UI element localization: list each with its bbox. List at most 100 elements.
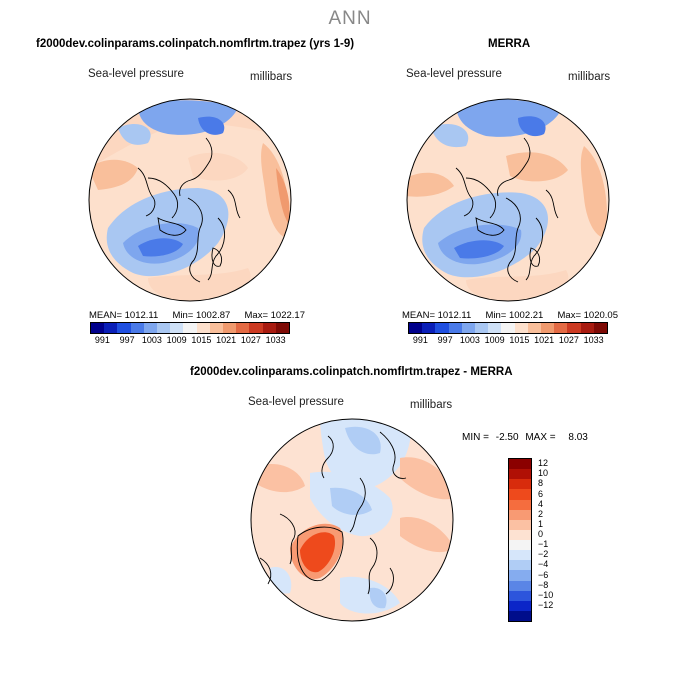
diff-colorbar-tick-label: 6 — [538, 488, 544, 499]
diff-colorbar-tick-label: 2 — [538, 508, 544, 519]
colorbar-tick-label: 997 — [119, 335, 135, 345]
panel-2-min: Min= 1002.21 — [485, 310, 544, 321]
diff-colorbar-swatch — [509, 550, 531, 561]
colorbar-swatch — [593, 323, 608, 333]
colorbar-tick-label: 997 — [437, 335, 453, 345]
colorbar-swatch — [183, 323, 197, 333]
diff-colorbar-ticks: 12 10 8 6 4 2 1 0 −1 −2 −4 −6 −8 −10 −12 — [538, 458, 553, 620]
colorbar-swatch — [527, 323, 542, 333]
colorbar-tick-label: 1009 — [166, 335, 187, 345]
diff-colorbar-tick-label: 12 — [538, 458, 549, 469]
diff-panel-title: f2000dev.colinparams.colinpatch.nomflrtm… — [190, 366, 513, 378]
diff-colorbar — [508, 458, 532, 622]
diff-colorbar-tick-label: 0 — [538, 529, 544, 539]
colorbar-tick-label: 1003 — [141, 335, 162, 345]
colorbar-swatch — [554, 323, 568, 333]
diff-colorbar-tick-label: 4 — [538, 498, 544, 509]
colorbar-swatch — [448, 323, 462, 333]
diff-min-value: -2.50 — [495, 432, 519, 443]
diff-max-value: 8.03 — [568, 432, 588, 443]
panel-2-high-east — [580, 146, 608, 238]
diff-colorbar-swatch — [509, 499, 531, 510]
colorbar-tick-label: 991 — [94, 335, 110, 345]
panel-1-variable-label: Sea-level pressure — [88, 68, 184, 80]
colorbar-swatch — [104, 323, 118, 333]
diff-colorbar-tick-label: −1 — [538, 539, 549, 550]
panel-1-units-label: millibars — [250, 71, 293, 83]
panel-2-variable-label: Sea-level pressure — [406, 68, 502, 80]
colorbar-swatch — [435, 323, 449, 333]
diff-colorbar-spacer — [538, 610, 553, 620]
diff-coastlines — [259, 431, 407, 595]
panel-1-coastlines — [137, 137, 241, 283]
diff-colorbar-tick-label: −12 — [538, 599, 554, 610]
colorbar-swatch — [223, 323, 237, 333]
colorbar-tick-label: 1015 — [509, 335, 530, 345]
diff-colorbar-swatch — [509, 540, 531, 551]
panel-2-colorbar — [408, 322, 608, 334]
diff-colorbar-swatch — [509, 509, 531, 520]
diff-units-label: millibars — [410, 399, 453, 411]
diff-max-label: MAX = — [525, 432, 556, 443]
colorbar-tick-label: 1003 — [459, 335, 480, 345]
panel-1-map — [88, 98, 292, 302]
diff-colorbar-tick-label: −10 — [538, 589, 554, 600]
diff-negative-north — [320, 419, 411, 490]
panel-1-high-east — [261, 143, 289, 238]
colorbar-swatch — [196, 323, 210, 333]
colorbar-tick-label: 1027 — [558, 335, 579, 345]
panel-1-min: Min= 1002.87 — [172, 310, 231, 321]
colorbar-tick-label: 1033 — [583, 335, 604, 345]
diff-colorbar-tick-label: −2 — [538, 549, 549, 560]
colorbar-tick-label: 1015 — [191, 335, 212, 345]
diff-colorbar-swatch — [509, 459, 531, 470]
diff-variable-label: Sea-level pressure — [248, 396, 344, 408]
diff-colorbar-tick-label: 1 — [538, 518, 544, 529]
colorbar-swatch — [209, 323, 224, 333]
diff-min-label: MIN = — [462, 432, 489, 443]
diff-map — [250, 418, 454, 622]
diff-colorbar-tick-label: −4 — [538, 559, 549, 570]
colorbar-swatch — [514, 323, 528, 333]
colorbar-tick-label: 1033 — [265, 335, 286, 345]
diff-colorbar-tick-label: 8 — [538, 478, 544, 489]
panel-2-coastlines — [455, 137, 559, 283]
panel-2-map — [406, 98, 610, 302]
diff-colorbar-swatch — [509, 469, 531, 480]
figure-title: ANN — [328, 8, 372, 29]
colorbar-swatch — [488, 323, 502, 333]
panel-1-colorbar — [90, 322, 290, 334]
colorbar-swatch — [143, 323, 158, 333]
colorbar-tick-label: 1021 — [534, 335, 555, 345]
colorbar-swatch — [236, 323, 250, 333]
panel-2-colorbar-ticks: 991 997 1003 1009 1015 1021 1027 1033 — [408, 335, 606, 345]
diff-colorbar-swatch — [509, 590, 531, 601]
panel-1-colorbar-ticks: 991 997 1003 1009 1015 1021 1027 1033 — [90, 335, 288, 345]
diff-colorbar-swatch — [509, 570, 531, 581]
colorbar-swatch — [130, 323, 144, 333]
panel-1-mean: MEAN= 1012.11 — [89, 310, 159, 321]
colorbar-swatch — [580, 323, 594, 333]
panel-2-max: Max= 1020.05 — [557, 310, 618, 321]
diff-colorbar-swatch — [509, 610, 531, 621]
colorbar-swatch — [170, 323, 184, 333]
colorbar-swatch — [249, 323, 263, 333]
colorbar-swatch — [422, 323, 436, 333]
colorbar-tick-label: 991 — [412, 335, 428, 345]
diff-minmax: MIN = -2.50 MAX = 8.03 — [462, 432, 588, 443]
colorbar-swatch — [501, 323, 515, 333]
colorbar-swatch — [541, 323, 555, 333]
colorbar-swatch — [475, 323, 489, 333]
colorbar-swatch — [117, 323, 131, 333]
colorbar-swatch — [91, 323, 105, 333]
colorbar-tick-label: 1027 — [240, 335, 261, 345]
panel-2-stats: MEAN= 1012.11 Min= 1002.21 Max= 1020.05 — [402, 310, 618, 321]
diff-colorbar-swatch — [509, 580, 531, 591]
diff-colorbar-swatch — [509, 560, 531, 571]
colorbar-swatch — [567, 323, 581, 333]
panel-2-title: MERRA — [488, 38, 531, 50]
panel-2-units-label: millibars — [568, 71, 611, 83]
diff-colorbar-tick-label: −8 — [538, 579, 549, 590]
colorbar-swatch — [409, 323, 423, 333]
diff-colorbar-swatch — [509, 479, 531, 490]
